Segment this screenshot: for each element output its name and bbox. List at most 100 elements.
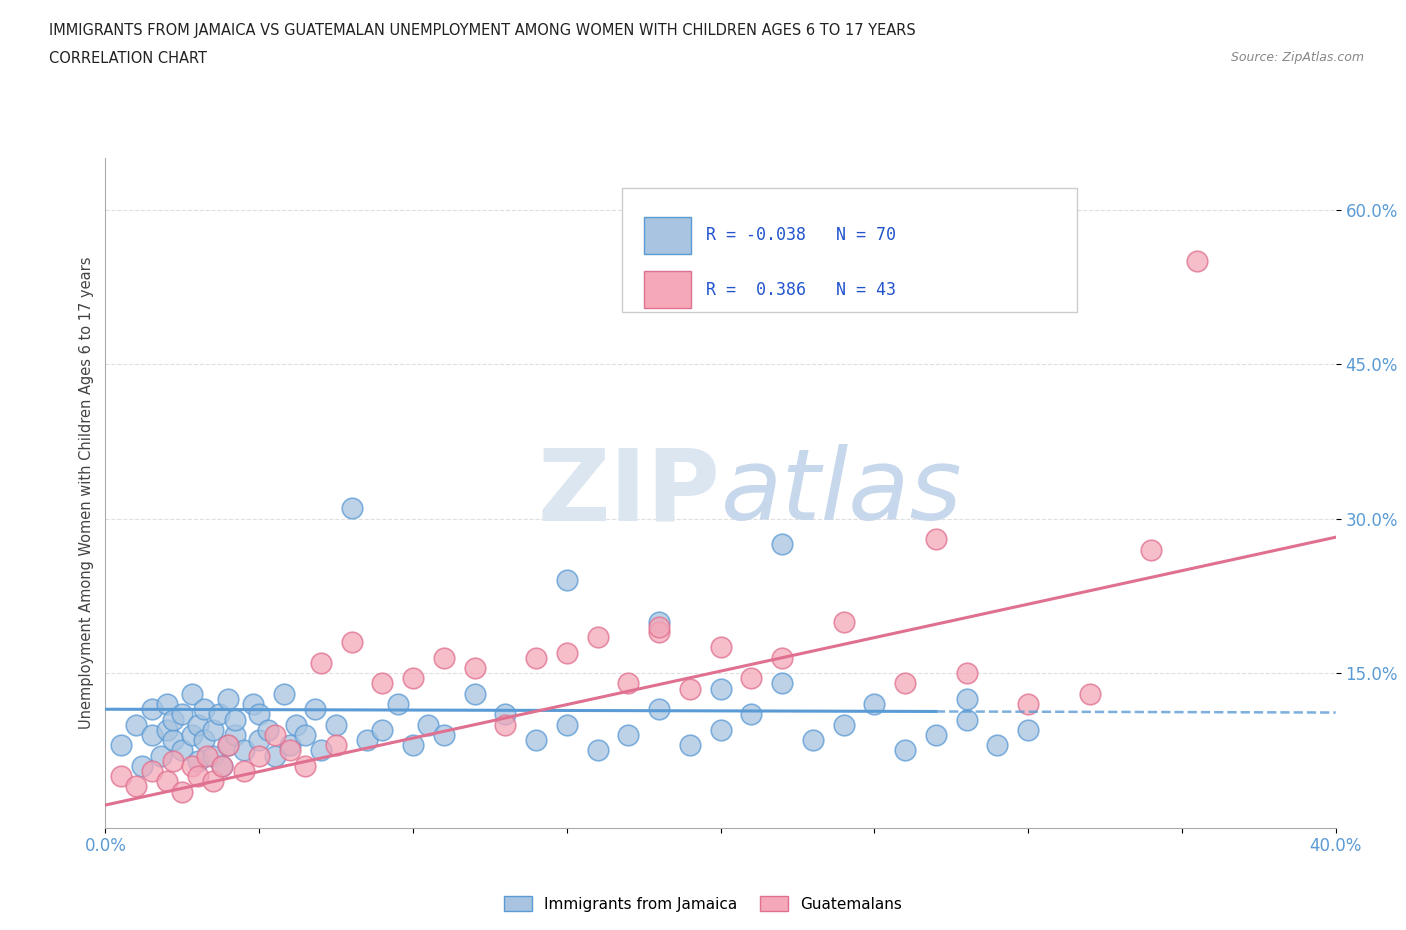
Point: [555, 717, 578, 732]
Text: CORRELATION CHART: CORRELATION CHART: [49, 51, 207, 66]
Point: [433, 727, 456, 742]
Point: [325, 717, 347, 732]
Point: [925, 727, 948, 742]
Point: [586, 630, 609, 644]
Point: [218, 737, 240, 752]
Point: [710, 640, 733, 655]
Point: [770, 676, 793, 691]
Point: [141, 727, 163, 742]
Point: [956, 692, 979, 707]
Point: [433, 650, 456, 665]
Point: [232, 764, 254, 778]
Point: [494, 717, 516, 732]
Point: [894, 743, 917, 758]
Point: [586, 743, 609, 758]
Point: [278, 743, 301, 758]
Point: [464, 660, 486, 675]
Point: [257, 723, 280, 737]
Y-axis label: Unemployment Among Women with Children Ages 6 to 17 years: Unemployment Among Women with Children A…: [79, 257, 94, 729]
Point: [863, 697, 886, 711]
Point: [162, 733, 184, 748]
Point: [149, 748, 172, 763]
Point: [125, 779, 148, 794]
Point: [387, 697, 409, 711]
Point: [832, 717, 855, 732]
Text: R =  0.386   N = 43: R = 0.386 N = 43: [706, 281, 896, 299]
Point: [464, 686, 486, 701]
Point: [224, 712, 246, 727]
Point: [740, 671, 762, 685]
Text: Source: ZipAtlas.com: Source: ZipAtlas.com: [1230, 51, 1364, 64]
Point: [740, 707, 762, 722]
Point: [371, 676, 394, 691]
Point: [1187, 254, 1209, 269]
Text: atlas: atlas: [721, 445, 962, 541]
Point: [710, 723, 733, 737]
Point: [156, 774, 179, 789]
Point: [304, 702, 326, 717]
Point: [141, 764, 163, 778]
Point: [294, 759, 316, 774]
Point: [371, 723, 394, 737]
Point: [247, 707, 270, 722]
Point: [986, 737, 1008, 752]
Point: [524, 650, 547, 665]
Point: [555, 645, 578, 660]
Point: [402, 737, 425, 752]
Point: [770, 537, 793, 551]
Point: [218, 692, 240, 707]
Point: [110, 737, 132, 752]
Point: [956, 666, 979, 681]
Point: [956, 712, 979, 727]
Point: [925, 532, 948, 547]
Point: [247, 733, 270, 748]
FancyBboxPatch shape: [621, 188, 1077, 312]
Point: [1017, 697, 1039, 711]
Point: [156, 697, 179, 711]
Point: [247, 748, 270, 763]
Point: [648, 702, 671, 717]
Point: [285, 717, 308, 732]
Point: [218, 737, 240, 752]
Point: [801, 733, 824, 748]
Point: [211, 759, 233, 774]
Point: [273, 686, 295, 701]
Point: [242, 697, 264, 711]
Point: [278, 737, 301, 752]
Point: [294, 727, 316, 742]
Legend: Immigrants from Jamaica, Guatemalans: Immigrants from Jamaica, Guatemalans: [498, 889, 908, 918]
Point: [141, 702, 163, 717]
Point: [202, 774, 225, 789]
Point: [263, 727, 285, 742]
Point: [211, 759, 233, 774]
Point: [172, 743, 194, 758]
Point: [356, 733, 378, 748]
Point: [172, 784, 194, 799]
Text: IMMIGRANTS FROM JAMAICA VS GUATEMALAN UNEMPLOYMENT AMONG WOMEN WITH CHILDREN AGE: IMMIGRANTS FROM JAMAICA VS GUATEMALAN UN…: [49, 23, 915, 38]
Point: [418, 717, 440, 732]
Point: [1140, 542, 1163, 557]
Point: [894, 676, 917, 691]
Point: [309, 656, 332, 671]
Point: [832, 614, 855, 629]
Point: [180, 686, 202, 701]
Point: [617, 676, 640, 691]
Point: [162, 712, 184, 727]
Point: [202, 748, 225, 763]
Point: [648, 614, 671, 629]
Point: [110, 769, 132, 784]
Point: [340, 635, 363, 650]
Point: [172, 707, 194, 722]
Point: [340, 501, 363, 516]
Point: [648, 619, 671, 634]
Point: [162, 753, 184, 768]
Point: [232, 743, 254, 758]
Point: [187, 769, 209, 784]
Point: [1078, 686, 1101, 701]
Point: [187, 717, 209, 732]
Point: [195, 748, 218, 763]
Point: [193, 733, 215, 748]
Point: [180, 727, 202, 742]
Point: [325, 737, 347, 752]
Point: [402, 671, 425, 685]
